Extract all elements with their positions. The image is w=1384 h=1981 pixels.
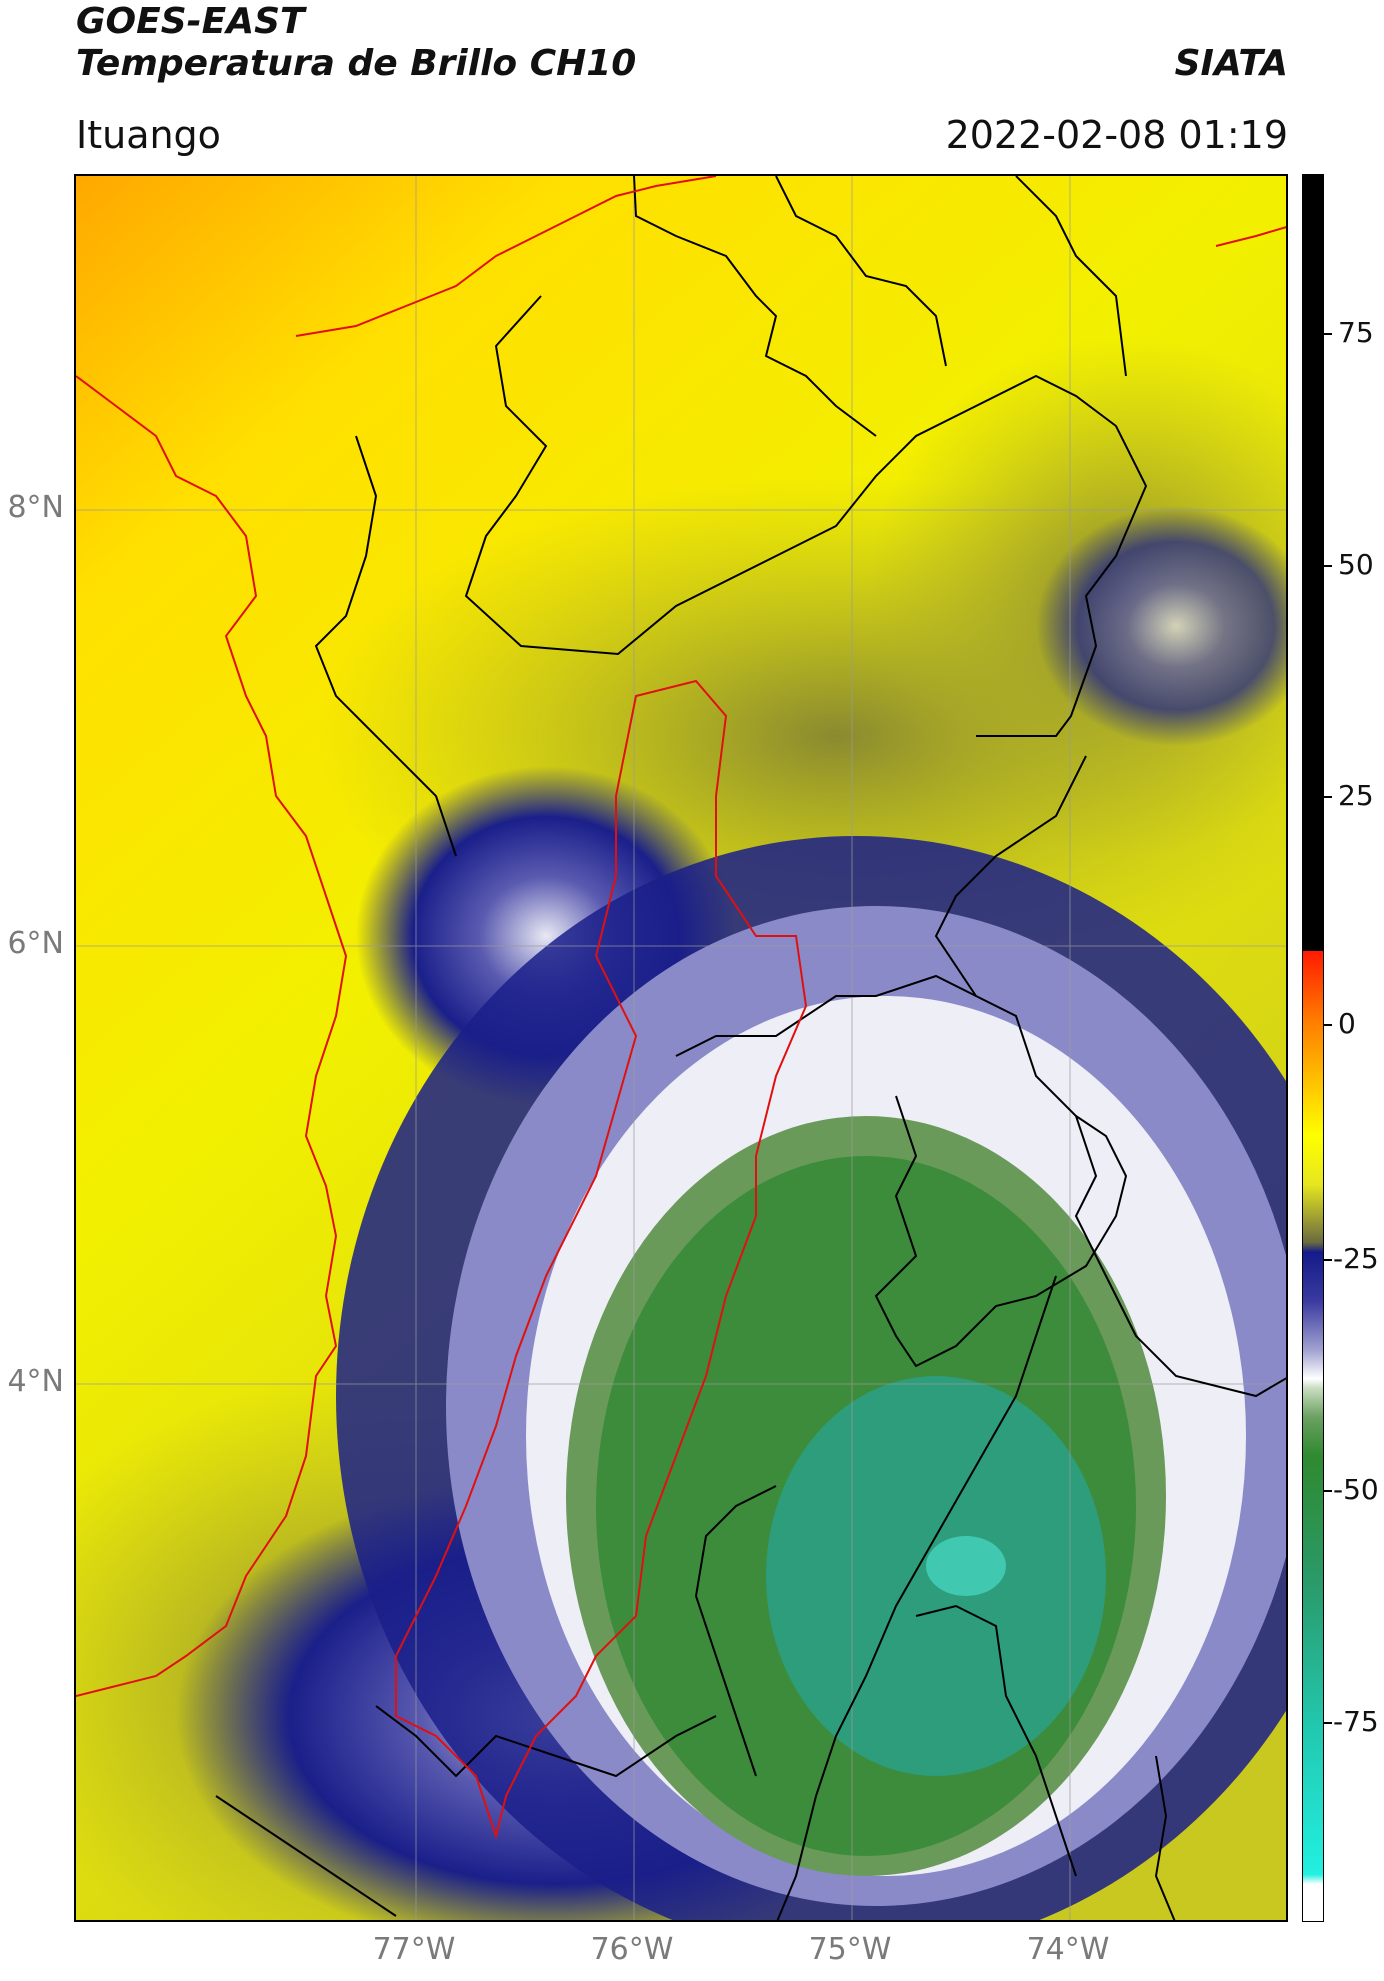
graticule <box>76 176 1286 1920</box>
colorbar-label-0: 0 <box>1338 1007 1356 1040</box>
colorbar-label-50: 50 <box>1338 548 1374 581</box>
colorbar-tick-75 <box>1324 333 1332 335</box>
figure-title: GOES-EAST <box>76 1 305 42</box>
colorbar-label-m75: -75 <box>1333 1705 1379 1738</box>
lon-label-77w: 77°W <box>372 1932 456 1967</box>
border-south-a <box>776 1275 1057 1920</box>
colorbar-gradient <box>1303 951 1323 1921</box>
colorbar-tick-m50 <box>1324 1490 1332 1492</box>
lon-label-75w: 75°W <box>808 1932 892 1967</box>
lon-label-74w: 74°W <box>1026 1932 1110 1967</box>
lat-label-4n: 4°N <box>7 1364 64 1399</box>
colorbar-label-m50: -50 <box>1333 1473 1379 1506</box>
border-south-f <box>1154 1755 1176 1920</box>
border-central-b <box>874 1095 1128 1368</box>
region-label: Ituango <box>76 113 221 157</box>
coldest-spot <box>926 1536 1006 1596</box>
colorbar <box>1302 174 1324 1922</box>
border-south-e <box>215 1795 397 1917</box>
colorbar-label-m25: -25 <box>1333 1242 1379 1275</box>
border-south-d <box>375 1705 717 1778</box>
colorbar-label-75: 75 <box>1338 316 1374 349</box>
border-east-a <box>934 755 1286 1398</box>
ituango-region-outline <box>395 679 808 1840</box>
map-canvas <box>76 176 1286 1920</box>
pacific-coast <box>76 375 348 1697</box>
border-west-a <box>314 435 457 857</box>
datetime-label: 2022-02-08 01:19 <box>945 113 1288 157</box>
colorbar-tick-25 <box>1324 796 1332 798</box>
border-central-a <box>675 974 977 1057</box>
lat-label-8n: 8°N <box>7 490 64 525</box>
satellite-map <box>74 174 1288 1922</box>
colorbar-tick-m25 <box>1324 1259 1332 1261</box>
border-north-b <box>633 176 877 437</box>
colorbar-label-25: 25 <box>1338 779 1374 812</box>
caribbean-coast-east <box>1215 226 1286 247</box>
lat-label-6n: 6°N <box>7 926 64 961</box>
colorbar-tick-50 <box>1324 565 1332 567</box>
colorbar-tick-0 <box>1324 1024 1332 1026</box>
lon-label-76w: 76°W <box>590 1932 674 1967</box>
caribbean-coast <box>295 176 717 337</box>
border-north-d <box>1015 176 1127 377</box>
border-south-c <box>915 1604 1077 1877</box>
coastline <box>76 176 1286 1840</box>
colorbar-tick-m75 <box>1324 1722 1332 1724</box>
admin-borders <box>215 176 1286 1920</box>
colorbar-black-segment <box>1303 175 1323 951</box>
border-north-c <box>775 176 947 367</box>
figure-subtitle: Temperatura de Brillo CH10 <box>76 43 637 84</box>
border-south-b <box>694 1485 777 1777</box>
convective-cell-ne <box>1036 506 1286 746</box>
organization-label: SIATA <box>1174 43 1288 84</box>
border-north-a <box>464 295 1148 737</box>
